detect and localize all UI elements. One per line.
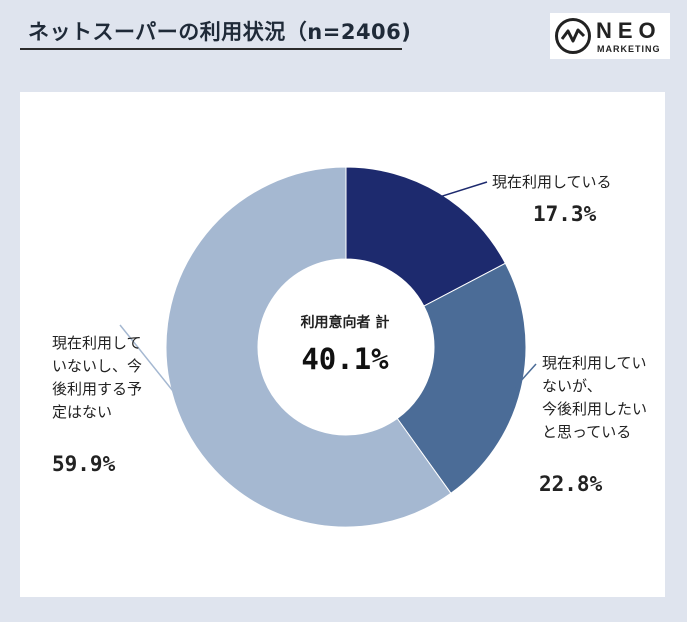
label-line: 現在利用している (492, 173, 612, 191)
label-line: 現在利用して (52, 334, 142, 352)
center-label: 利用意向者 計 (300, 315, 390, 331)
label-line: いないし、今 (52, 357, 143, 375)
label-line: と思っている (542, 423, 632, 441)
leader-line (514, 363, 537, 388)
label-line: 後利用する予 (52, 380, 143, 398)
neo-logo-icon (555, 18, 591, 54)
slice-label-non-users: 現在利用して いないし、今 後利用する予 定はない (52, 332, 142, 424)
logo: NEO MARKETING (550, 13, 670, 59)
donut-chart (119, 166, 537, 528)
label-line: 現在利用してい (542, 354, 647, 372)
label-line: 定はない (52, 403, 113, 421)
page-title: ネットスーパーの利用状況（n=2406) (28, 20, 412, 44)
label-line: 今後利用したい (542, 400, 648, 418)
slice-label-future-users: 現在利用してい ないが、 今後利用したい と思っている (542, 352, 647, 444)
slice-current-users (345, 166, 507, 307)
leader-line (435, 181, 488, 199)
slice-label-current-users: 現在利用している (492, 171, 612, 194)
center-value: 40.1% (301, 342, 389, 376)
logo-name: NEO (596, 18, 662, 43)
logo-subtitle: MARKETING (597, 44, 661, 54)
leader-line (119, 324, 181, 401)
label-line: ないが、 (542, 377, 602, 395)
chart-panel: 利用意向者 計 40.1% 現在利用している 17.3% 現在利用してい ないが… (20, 92, 665, 597)
slice-non-users (165, 166, 452, 528)
slice-value-future-users: 22.8% (539, 472, 603, 496)
slice-value-current-users: 17.3% (533, 202, 597, 226)
title-underline (20, 48, 402, 50)
slice-future-users (396, 262, 527, 494)
slice-value-non-users: 59.9% (52, 452, 116, 476)
